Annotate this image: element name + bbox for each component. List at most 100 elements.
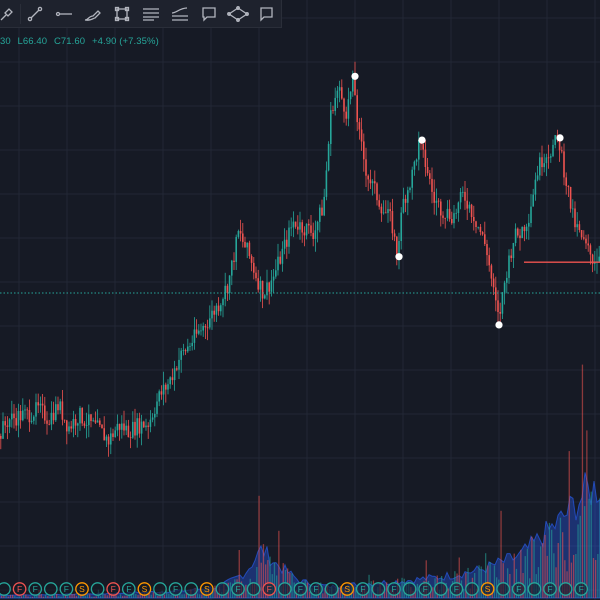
ellipse-tool-button[interactable] [223, 0, 252, 28]
volume-bar [7, 596, 9, 598]
event-marker-letter: F [579, 584, 584, 594]
volume-bar [168, 593, 170, 598]
volume-bar [493, 565, 496, 598]
volume-bar [47, 596, 49, 598]
candle-body [305, 223, 308, 236]
volume-bar [62, 594, 64, 598]
candle-body [217, 305, 220, 312]
swing-point-marker [395, 253, 403, 261]
candle-body [266, 282, 268, 296]
candle-body [506, 277, 508, 283]
candle-body [552, 144, 554, 157]
volume-bar [122, 596, 124, 598]
curve-lines-tool-button[interactable] [165, 0, 194, 28]
volume-bar [53, 595, 56, 598]
candle-body [565, 177, 567, 186]
volume-bar [533, 540, 535, 598]
event-marker [402, 582, 417, 596]
candle-body [325, 170, 328, 197]
volume-bar [64, 594, 67, 598]
candle-body [187, 346, 189, 352]
candle-body [587, 243, 589, 246]
candle-body [360, 129, 363, 142]
candle-body [349, 91, 352, 100]
event-marker [527, 582, 542, 596]
candle-body [338, 87, 341, 91]
volume-bar [487, 565, 489, 598]
text-lines-tool-button[interactable] [136, 0, 165, 28]
candle-body [233, 260, 235, 262]
volume-bar [463, 588, 465, 598]
callout-tool-button[interactable] [194, 0, 223, 28]
candle-body [431, 178, 433, 192]
volume-bar [12, 594, 14, 598]
volume-bar [416, 583, 419, 598]
rectangle-tool-button[interactable] [108, 0, 137, 28]
candle-body [242, 233, 244, 242]
event-marker-letter: S [344, 584, 350, 594]
event-marker-letter: F [391, 584, 396, 594]
volume-bar [432, 587, 434, 598]
candle-body [52, 412, 55, 421]
candle-body [572, 208, 574, 210]
volume-bar [548, 522, 551, 598]
event-marker [371, 582, 386, 596]
brush-tool-button[interactable] [0, 0, 20, 28]
volume-bar [23, 595, 25, 598]
candle-body [182, 350, 185, 351]
candle-body [59, 401, 61, 411]
volume-bar [559, 517, 562, 598]
volume-bar [419, 592, 421, 598]
candle-body [424, 149, 427, 167]
event-marker [75, 582, 89, 596]
event-marker [106, 582, 121, 596]
comment-tool-button[interactable] [252, 0, 281, 28]
candle-body [391, 211, 394, 234]
volume-bar [370, 581, 372, 598]
volume-bar [196, 593, 199, 598]
drawings-layer[interactable] [0, 72, 600, 329]
candle-body [481, 232, 484, 235]
volume-bar [29, 596, 31, 598]
pencil-tool-button[interactable] [79, 0, 108, 28]
volume-bar [575, 554, 577, 598]
event-marker-letter: F [267, 584, 272, 594]
volume-bar [31, 596, 34, 598]
event-marker [137, 582, 152, 596]
candle-body [72, 419, 75, 429]
volume-bar [69, 594, 71, 598]
legend-close: C71.60 [53, 36, 86, 47]
event-marker [199, 582, 214, 596]
volume-bar [9, 594, 12, 598]
volume-bar [16, 596, 18, 598]
volume-bar [216, 593, 218, 598]
candle-body [451, 219, 453, 224]
volume-bar [5, 596, 7, 598]
path-tool-button[interactable] [21, 0, 50, 28]
candle-body [200, 330, 202, 332]
candle-body [521, 226, 523, 239]
volume-bar [366, 591, 368, 598]
candle-body [26, 409, 28, 411]
volume-bar [590, 491, 592, 598]
volume-bar [14, 596, 16, 598]
volume-bar [36, 595, 38, 598]
candle-body [501, 292, 504, 314]
volume-bar [339, 586, 342, 598]
candle-body [490, 265, 493, 279]
candle-body [530, 206, 532, 223]
event-marker-letter: F [454, 584, 459, 594]
candle-body [358, 122, 361, 130]
event-marker [246, 582, 261, 596]
volume-bar [489, 562, 491, 598]
volume-bar [579, 515, 581, 598]
candle-body [316, 221, 319, 231]
volume-bar [188, 594, 190, 598]
horizontal-line-tool-button[interactable] [50, 0, 79, 28]
volume-bar [42, 596, 45, 598]
candle-body [574, 208, 576, 228]
event-marker [262, 582, 277, 596]
